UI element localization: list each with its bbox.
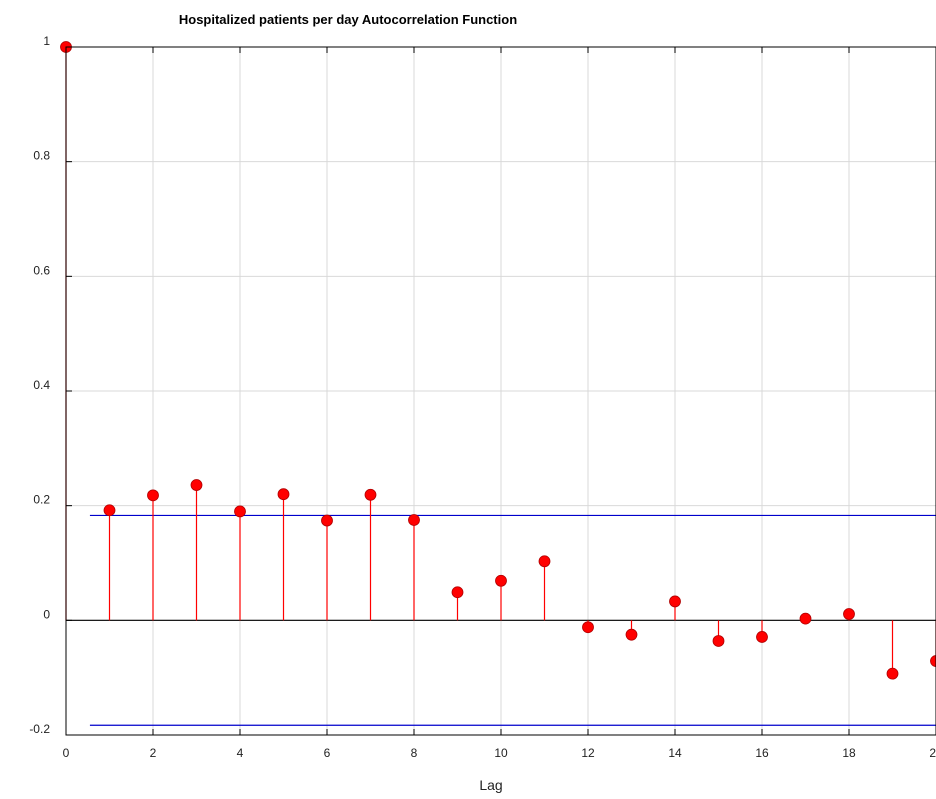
- acf-point: [451, 586, 464, 599]
- acf-point: [277, 488, 290, 501]
- x-tick-label: 2: [150, 746, 157, 760]
- acf-point: [147, 489, 159, 502]
- acf-point: [538, 555, 551, 568]
- grid-lines: [65, 46, 936, 736]
- y-ticks: -0.2 0 0.2 0.4 0.6 0.8 1: [29, 34, 72, 736]
- y-tick-label: 0.8: [33, 149, 50, 163]
- y-tick-label: -0.2: [29, 722, 50, 736]
- acf-point: [712, 635, 725, 647]
- acf-point: [103, 504, 116, 517]
- x-tick-label: 20: [929, 746, 936, 760]
- acf-point: [495, 574, 507, 587]
- x-tick-label: 6: [324, 746, 331, 760]
- x-tick-label: 12: [581, 746, 595, 760]
- x-ticks: 0 2 4 6 8 10 12 14 16 18 20: [63, 47, 936, 760]
- acf-point: [582, 621, 594, 634]
- acf-point: [364, 488, 377, 501]
- y-tick-label: 1: [43, 34, 50, 48]
- x-tick-label: 4: [237, 746, 244, 760]
- confidence-bounds: [89, 514, 936, 726]
- y-tick-label: 0: [43, 607, 50, 621]
- x-tick-label: 8: [411, 746, 418, 760]
- x-tick-label: 0: [63, 746, 70, 760]
- acf-point: [669, 595, 681, 608]
- x-tick-label: 14: [668, 746, 682, 760]
- acf-point: [321, 514, 333, 527]
- acf-point: [843, 608, 855, 620]
- y-tick-label: 0.4: [33, 378, 50, 392]
- acf-point: [799, 612, 812, 625]
- y-tick-label: 0.2: [33, 493, 50, 507]
- acf-stems: [60, 41, 936, 680]
- acf-point: [930, 655, 936, 667]
- acf-point: [234, 505, 246, 518]
- chart-title: Hospitalized patients per day Autocorrel…: [179, 12, 517, 27]
- acf-point: [886, 667, 899, 680]
- x-tick-label: 18: [842, 746, 856, 760]
- x-axis-label: Lag: [479, 777, 502, 793]
- y-tick-label: 0.6: [33, 263, 50, 277]
- acf-point: [190, 479, 203, 491]
- acf-point: [756, 631, 768, 643]
- x-tick-label: 10: [494, 746, 508, 760]
- x-tick-label: 16: [755, 746, 769, 760]
- acf-point: [408, 514, 420, 526]
- acf-point: [625, 628, 638, 641]
